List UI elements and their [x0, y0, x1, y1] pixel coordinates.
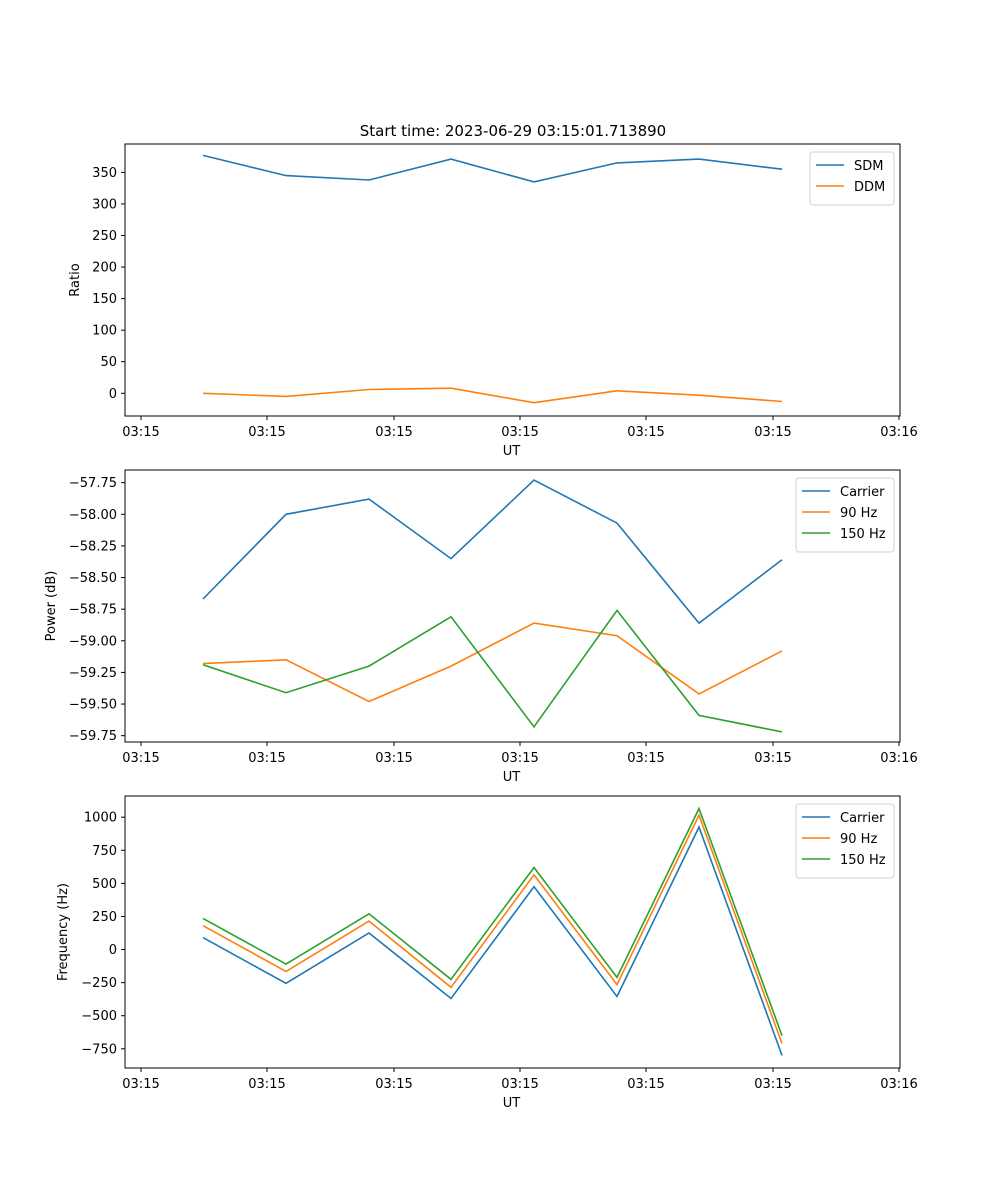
- y-tick-label: 0: [109, 943, 117, 958]
- legend: SDM DDM: [809, 151, 895, 206]
- x-axis-label: UT: [503, 1096, 521, 1111]
- x-tick-label: 03:15: [375, 425, 412, 440]
- y-tick-label: −58.25: [69, 539, 117, 554]
- subplots: 03:15 03:15 03:15 03:15 03:15 03:15 03:16 0 50 10…: [44, 143, 918, 1111]
- y-tick-label: 250: [92, 229, 117, 244]
- y-tick-label: 1000: [84, 811, 117, 826]
- x-tick-label: 03:15: [501, 751, 538, 766]
- y-tick-label: 150: [92, 292, 117, 307]
- legend-label: 90 Hz: [840, 832, 877, 847]
- series-line-150-hz: [202, 806, 783, 1036]
- series-line-carrier: [202, 825, 783, 1056]
- legend-label: Carrier: [840, 485, 885, 500]
- legend-label: DDM: [854, 180, 885, 195]
- x-tick-label: 03:15: [248, 425, 285, 440]
- series-line-90-hz: [202, 813, 783, 1044]
- series-line-sdm: [202, 154, 783, 183]
- y-tick-label: 500: [92, 877, 117, 892]
- y-tick-label: −59.75: [69, 729, 117, 744]
- plot-area-frame: [124, 143, 901, 417]
- y-tick-label: 0: [109, 387, 117, 402]
- series-line-carrier: [202, 479, 783, 625]
- x-tick-label: 03:15: [754, 1077, 791, 1092]
- x-tick-label: 03:15: [501, 425, 538, 440]
- y-tick-label: −59.25: [69, 666, 117, 681]
- x-tick-label: 03:15: [375, 1077, 412, 1092]
- y-tick-label: 750: [92, 844, 117, 859]
- y-tick-label: 350: [92, 166, 117, 181]
- legend: Carrier 90 Hz 150 Hz: [795, 803, 895, 879]
- x-tick-label: 03:15: [754, 751, 791, 766]
- legend-label: Carrier: [840, 811, 885, 826]
- y-tick-label: −58.50: [69, 571, 117, 586]
- y-tick-label: 200: [92, 261, 117, 276]
- x-tick-label: 03:15: [754, 425, 791, 440]
- y-tick-label: −57.75: [69, 476, 117, 491]
- legend-label: 150 Hz: [840, 527, 886, 542]
- series-line-90-hz: [202, 622, 783, 703]
- y-axis-label: Power (dB): [44, 571, 59, 642]
- y-tick-label: 250: [92, 910, 117, 925]
- x-tick-label: 03:15: [627, 751, 664, 766]
- series-line-ddm: [202, 387, 783, 404]
- series-line-150-hz: [202, 609, 783, 733]
- x-tick-label: 03:16: [880, 1077, 917, 1092]
- x-axis-label: UT: [503, 770, 521, 785]
- x-tick-label: 03:15: [248, 1077, 285, 1092]
- subplot-1: 03:15 03:15 03:15 03:15 03:15 03:15 03:16 0 50 10…: [68, 143, 918, 459]
- y-tick-label: −500: [81, 1009, 117, 1024]
- x-tick-label: 03:16: [880, 751, 917, 766]
- y-tick-label: −58.00: [69, 508, 117, 523]
- y-tick-label: −59.50: [69, 698, 117, 713]
- x-tick-label: 03:15: [248, 751, 285, 766]
- x-tick-label: 03:15: [122, 1077, 159, 1092]
- plot-area-frame: [124, 469, 901, 743]
- y-tick-label: 300: [92, 197, 117, 212]
- x-tick-label: 03:15: [627, 425, 664, 440]
- subplot-2: 03:15 03:15 03:15 03:15 03:15 03:15 03:16 −59.7…: [44, 469, 918, 785]
- y-tick-label: −58.75: [69, 603, 117, 618]
- y-axis-label: Frequency (Hz): [56, 883, 71, 981]
- y-tick-label: −750: [81, 1042, 117, 1057]
- x-tick-label: 03:15: [122, 425, 159, 440]
- x-tick-label: 03:15: [375, 751, 412, 766]
- x-tick-label: 03:15: [501, 1077, 538, 1092]
- x-axis-label: UT: [503, 444, 521, 459]
- legend-label: 90 Hz: [840, 506, 877, 521]
- x-tick-label: 03:15: [627, 1077, 664, 1092]
- y-tick-label: −250: [81, 976, 117, 991]
- y-tick-label: 100: [92, 324, 117, 339]
- y-tick-label: 50: [100, 355, 117, 370]
- x-tick-label: 03:16: [880, 425, 917, 440]
- subplot-3: 03:15 03:15 03:15 03:15 03:15 03:15 03:16 −750 −…: [56, 795, 918, 1111]
- legend-label: 150 Hz: [840, 853, 886, 868]
- figure-title: Start time: 2023-06-29 03:15:01.713890: [360, 122, 666, 140]
- x-tick-label: 03:15: [122, 751, 159, 766]
- y-axis-label: Ratio: [68, 263, 83, 296]
- legend-label: SDM: [854, 159, 883, 174]
- y-tick-label: −59.00: [69, 634, 117, 649]
- legend: Carrier 90 Hz 150 Hz: [795, 477, 895, 553]
- plot-area-frame: [124, 795, 901, 1069]
